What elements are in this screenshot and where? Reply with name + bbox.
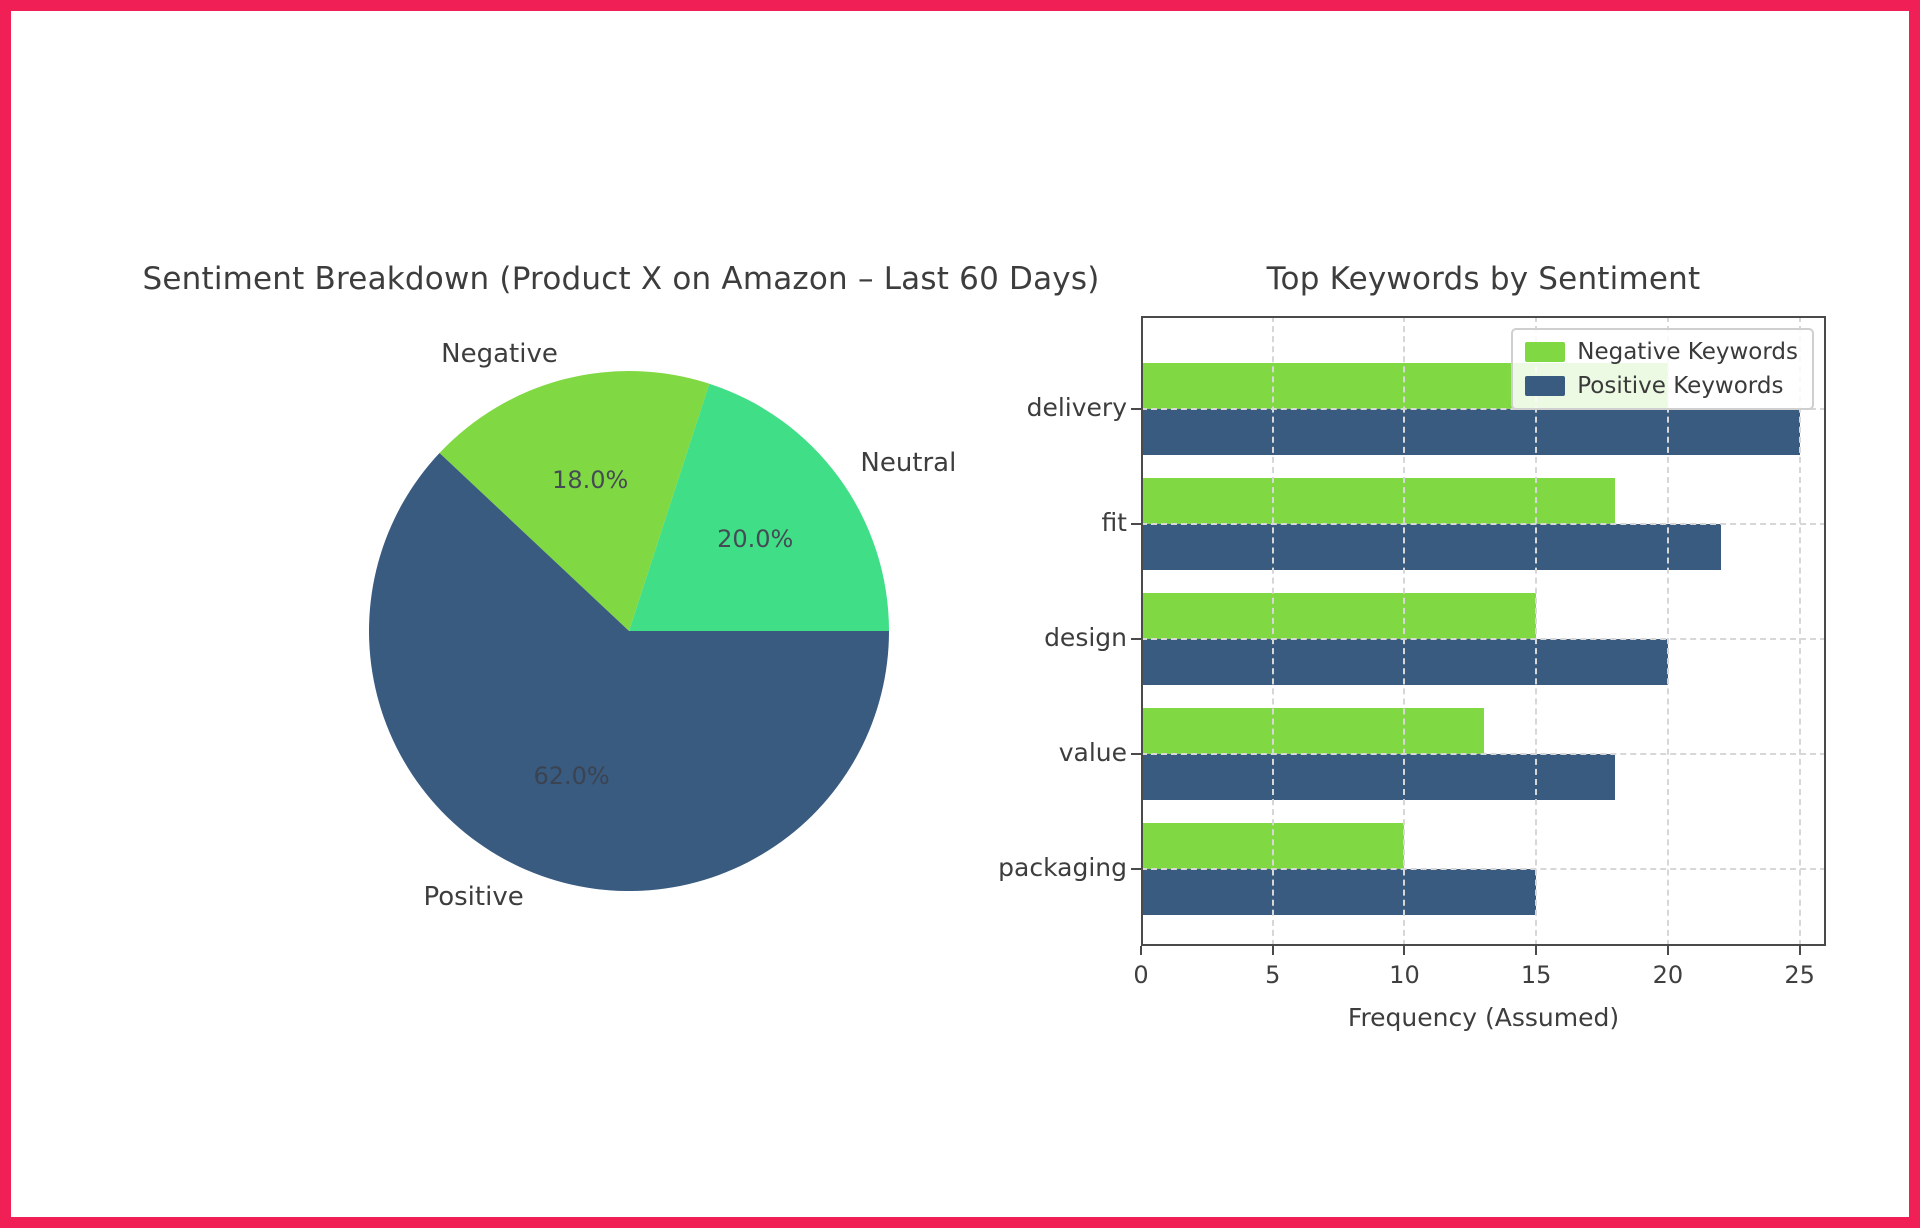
y-tick-packaging	[1131, 868, 1141, 870]
gridline-y-fit	[1141, 523, 1826, 525]
bar-positive-packaging	[1141, 869, 1537, 915]
spine-right	[1824, 316, 1826, 946]
x-tick-20	[1666, 946, 1669, 955]
pie-label-negative: Negative	[441, 338, 558, 369]
legend-label-negative: Negative Keywords	[1577, 339, 1798, 365]
category-label-fit: fit	[1101, 508, 1127, 537]
y-tick-design	[1131, 638, 1141, 640]
x-tick-25	[1798, 946, 1801, 955]
bar-negative-fit	[1141, 478, 1616, 524]
x-tick-label-0: 0	[1133, 961, 1149, 989]
bar-negative-value	[1141, 708, 1484, 754]
gridline-x-10	[1403, 316, 1406, 946]
x-tick-label-15: 15	[1520, 961, 1552, 989]
bar-chart-axes: Negative Keywords Positive Keywords	[1131, 316, 1826, 955]
x-axis-label: Frequency (Assumed)	[1347, 1003, 1620, 1032]
bar-positive-fit	[1141, 524, 1721, 570]
gridline-y-value	[1141, 753, 1826, 755]
pie-pct-positive: 62.0%	[533, 762, 610, 791]
gridline-x-20	[1666, 316, 1669, 946]
category-label-value: value	[1058, 738, 1127, 767]
spine-left	[1141, 316, 1143, 946]
category-label-design: design	[1044, 623, 1127, 652]
y-tick-fit	[1131, 523, 1141, 525]
bar-positive-delivery	[1141, 409, 1800, 455]
pie-slice-neutral	[629, 383, 889, 631]
x-tick-15	[1535, 946, 1538, 955]
legend-swatch-positive	[1525, 376, 1566, 396]
pie-pct-neutral: 20.0%	[717, 525, 794, 554]
spine-top	[1141, 316, 1826, 318]
x-tick-label-10: 10	[1389, 961, 1420, 989]
gridline-x-15	[1535, 316, 1538, 946]
gridline-y-design	[1141, 638, 1826, 640]
legend-item-negative: Negative Keywords	[1525, 339, 1798, 365]
bar-positive-value	[1141, 754, 1616, 800]
y-tick-delivery	[1131, 408, 1141, 410]
gridline-x-25	[1798, 316, 1801, 946]
category-label-delivery: delivery	[1026, 393, 1127, 422]
x-tick-5	[1271, 946, 1274, 955]
x-tick-0	[1140, 946, 1142, 955]
pie-pct-negative: 18.0%	[552, 465, 629, 494]
gridline-y-delivery	[1141, 408, 1826, 410]
pie-chart: Neutral 20.0% Negative 18.0% Positive 62.0%	[329, 331, 956, 931]
pie-title: Sentiment Breakdown (Product X on Amazon…	[142, 261, 1100, 297]
pie-svg	[369, 370, 890, 892]
x-tick-label-20: 20	[1652, 961, 1684, 989]
pie-label-positive: Positive	[423, 881, 524, 912]
bar-title: Top Keywords by Sentiment	[1266, 261, 1701, 297]
y-tick-value	[1131, 753, 1141, 755]
pie-slice-negative	[439, 370, 710, 631]
x-tick-label-5: 5	[1265, 961, 1281, 989]
x-tick-label-25: 25	[1784, 961, 1815, 989]
x-tick-10	[1403, 946, 1406, 955]
gridline-y-packaging	[1141, 868, 1826, 870]
gridline-x-5	[1271, 316, 1274, 946]
legend-label-positive: Positive Keywords	[1577, 373, 1784, 399]
legend: Negative Keywords Positive Keywords	[1511, 328, 1814, 410]
category-label-packaging: packaging	[998, 853, 1127, 882]
pie-label-neutral: Neutral	[860, 447, 957, 478]
bar-negative-design	[1141, 593, 1537, 639]
spine-bottom	[1141, 944, 1826, 946]
pie-slice-positive	[369, 453, 890, 892]
legend-swatch-negative	[1525, 342, 1566, 362]
legend-item-positive: Positive Keywords	[1525, 373, 1798, 399]
